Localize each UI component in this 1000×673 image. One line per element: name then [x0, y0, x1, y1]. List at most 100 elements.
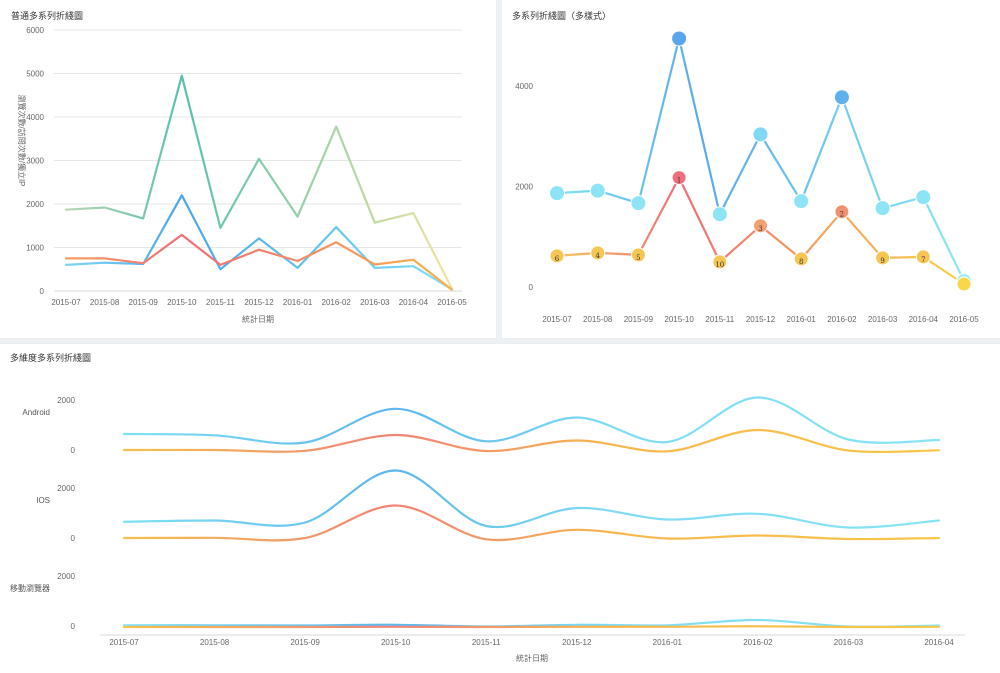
- series-b-point: [753, 218, 768, 234]
- series-line-2: [64, 194, 454, 291]
- row-2-series-upper: [122, 469, 941, 529]
- point-label: 8: [799, 258, 803, 266]
- series-a-point: [874, 200, 891, 217]
- series-b-point: [712, 254, 728, 270]
- row-label: IOS: [36, 496, 50, 505]
- x-tick-label: 2015-08: [583, 315, 613, 324]
- series-a-point: [671, 30, 688, 47]
- row-1-series-upper: [122, 396, 941, 445]
- x-tick-label: 2016-04: [924, 638, 954, 647]
- x-tick-label: 2015-07: [542, 315, 572, 324]
- series-b-point: [793, 251, 809, 267]
- row-3-series-lower: [122, 625, 941, 629]
- x-tick-label: 2016-03: [834, 638, 864, 647]
- x-tick-label: 2015-07: [51, 298, 81, 307]
- series-b-point: [671, 170, 687, 186]
- line-chart-1: 0 1000 2000 3000 4000 5000 6000 2015-07 2015-08 2…: [17, 26, 467, 324]
- x-tick-label: 2015-11: [705, 315, 734, 324]
- chart-title: 普通多系列折綫圖: [11, 11, 84, 21]
- x-tick-label: 2015-08: [200, 638, 230, 647]
- x-tick-label: 2016-02: [743, 638, 773, 647]
- x-tick-label: 2015-08: [90, 298, 120, 307]
- series-line-1: [64, 74, 454, 290]
- row-3-series-upper: [122, 618, 941, 628]
- x-tick-label: 2015-09: [129, 298, 159, 307]
- x-tick-label: 2016-03: [360, 298, 390, 307]
- series-b-point: [630, 247, 646, 263]
- x-tick-label: 2015-11: [472, 638, 501, 647]
- x-tick-label: 2016-02: [827, 315, 857, 324]
- series-a-point: [549, 185, 565, 202]
- x-tick-label: 2016-05: [437, 298, 467, 307]
- x-tick-label: 2016-02: [322, 298, 352, 307]
- series-b-point: [590, 245, 606, 261]
- series-a-point: [752, 126, 769, 143]
- y-tick-label: 4000: [26, 113, 44, 122]
- x-tick-label: 2015-09: [290, 638, 320, 647]
- point-label: 4: [595, 252, 600, 260]
- series-a-point: [833, 89, 850, 106]
- x-tick-label: 2015-10: [167, 298, 197, 307]
- y-tick-label: 0: [40, 287, 45, 296]
- series-a-point: [589, 182, 606, 199]
- x-tick-label: 2016-05: [949, 315, 979, 324]
- y-tick-label: 0: [71, 622, 76, 631]
- chart-title: 多系列折綫圖（多樣式）: [512, 11, 612, 21]
- x-tick-label: 2015-10: [381, 638, 411, 647]
- series-a-point: [711, 206, 728, 223]
- y-tick-label: 2000: [26, 200, 44, 209]
- series-b-point: [875, 250, 891, 266]
- x-tick-label: 2016-01: [283, 298, 313, 307]
- series-b-point: [915, 249, 931, 265]
- point-label: 10: [715, 261, 724, 269]
- point-label: 7: [921, 256, 925, 264]
- point-label: 3: [758, 225, 762, 233]
- y-tick-label: 0: [71, 446, 76, 455]
- y-tick-label: 0: [529, 283, 534, 292]
- x-tick-label: 2016-01: [787, 315, 817, 324]
- x-axis-title: 統計日期: [516, 653, 548, 663]
- y-tick-label: 3000: [26, 157, 44, 166]
- x-tick-label: 2016-01: [653, 638, 683, 647]
- x-axis-title: 統計日期: [242, 314, 274, 324]
- x-tick-label: 2016-04: [399, 298, 429, 307]
- point-label: 6: [555, 255, 560, 263]
- series-a-point: [630, 195, 647, 212]
- y-axis-title: 瀏覽次數/訪問次數/獨立IP: [17, 94, 27, 186]
- point-label: 1: [677, 177, 681, 185]
- y-tick-label: 4000: [515, 82, 533, 91]
- y-tick-label: 5000: [26, 70, 44, 79]
- series-b-point: [956, 276, 972, 292]
- y-tick-label: 6000: [26, 26, 44, 35]
- series-line-a: [555, 37, 966, 283]
- x-tick-label: 2016-03: [868, 315, 898, 324]
- series-b-point: [834, 204, 850, 220]
- x-tick-label: 2015-09: [624, 315, 654, 324]
- series-b-point: [549, 248, 565, 264]
- y-tick-label: 2000: [515, 183, 533, 192]
- row-1-series-lower: [122, 428, 941, 454]
- y-tick-label: 0: [71, 534, 76, 543]
- point-label: 9: [880, 257, 884, 265]
- chart-panel-2: 多系列折綫圖（多樣式） 0 2000 4000 2015-07 2015-08 2015-…: [502, 0, 1000, 338]
- chart-title: 多維度多系列折綫圖: [10, 353, 92, 363]
- series-a-point: [915, 189, 932, 206]
- row-2-series-lower: [122, 504, 941, 542]
- point-label: 5: [636, 254, 640, 262]
- y-tick-label: 2000: [57, 396, 75, 405]
- x-tick-label: 2015-12: [746, 315, 776, 324]
- line-chart-3: Android 0 2000 IOS 0 2000 移動瀏覽器 0 2000 2015-07 201…: [10, 396, 965, 663]
- chart-panel-1: 普通多系列折綫圖 0 1000 2000 3000 4000 5000 6000 2015-0…: [0, 0, 496, 338]
- x-tick-label: 2015-12: [562, 638, 592, 647]
- y-tick-label: 2000: [57, 572, 75, 581]
- row-label: 移動瀏覽器: [10, 583, 50, 593]
- series-a-point: [793, 193, 810, 210]
- x-tick-label: 2015-07: [109, 638, 139, 647]
- y-tick-label: 2000: [57, 484, 75, 493]
- chart-panel-3: 多維度多系列折綫圖 Android 0 2000 IOS 0 2000 移動瀏覽器 0 2000…: [0, 344, 1000, 673]
- x-tick-label: 2015-10: [664, 315, 694, 324]
- series-line-3: [64, 233, 454, 291]
- x-tick-label: 2015-12: [244, 298, 274, 307]
- point-label: 2: [840, 211, 844, 219]
- y-tick-label: 1000: [26, 244, 44, 253]
